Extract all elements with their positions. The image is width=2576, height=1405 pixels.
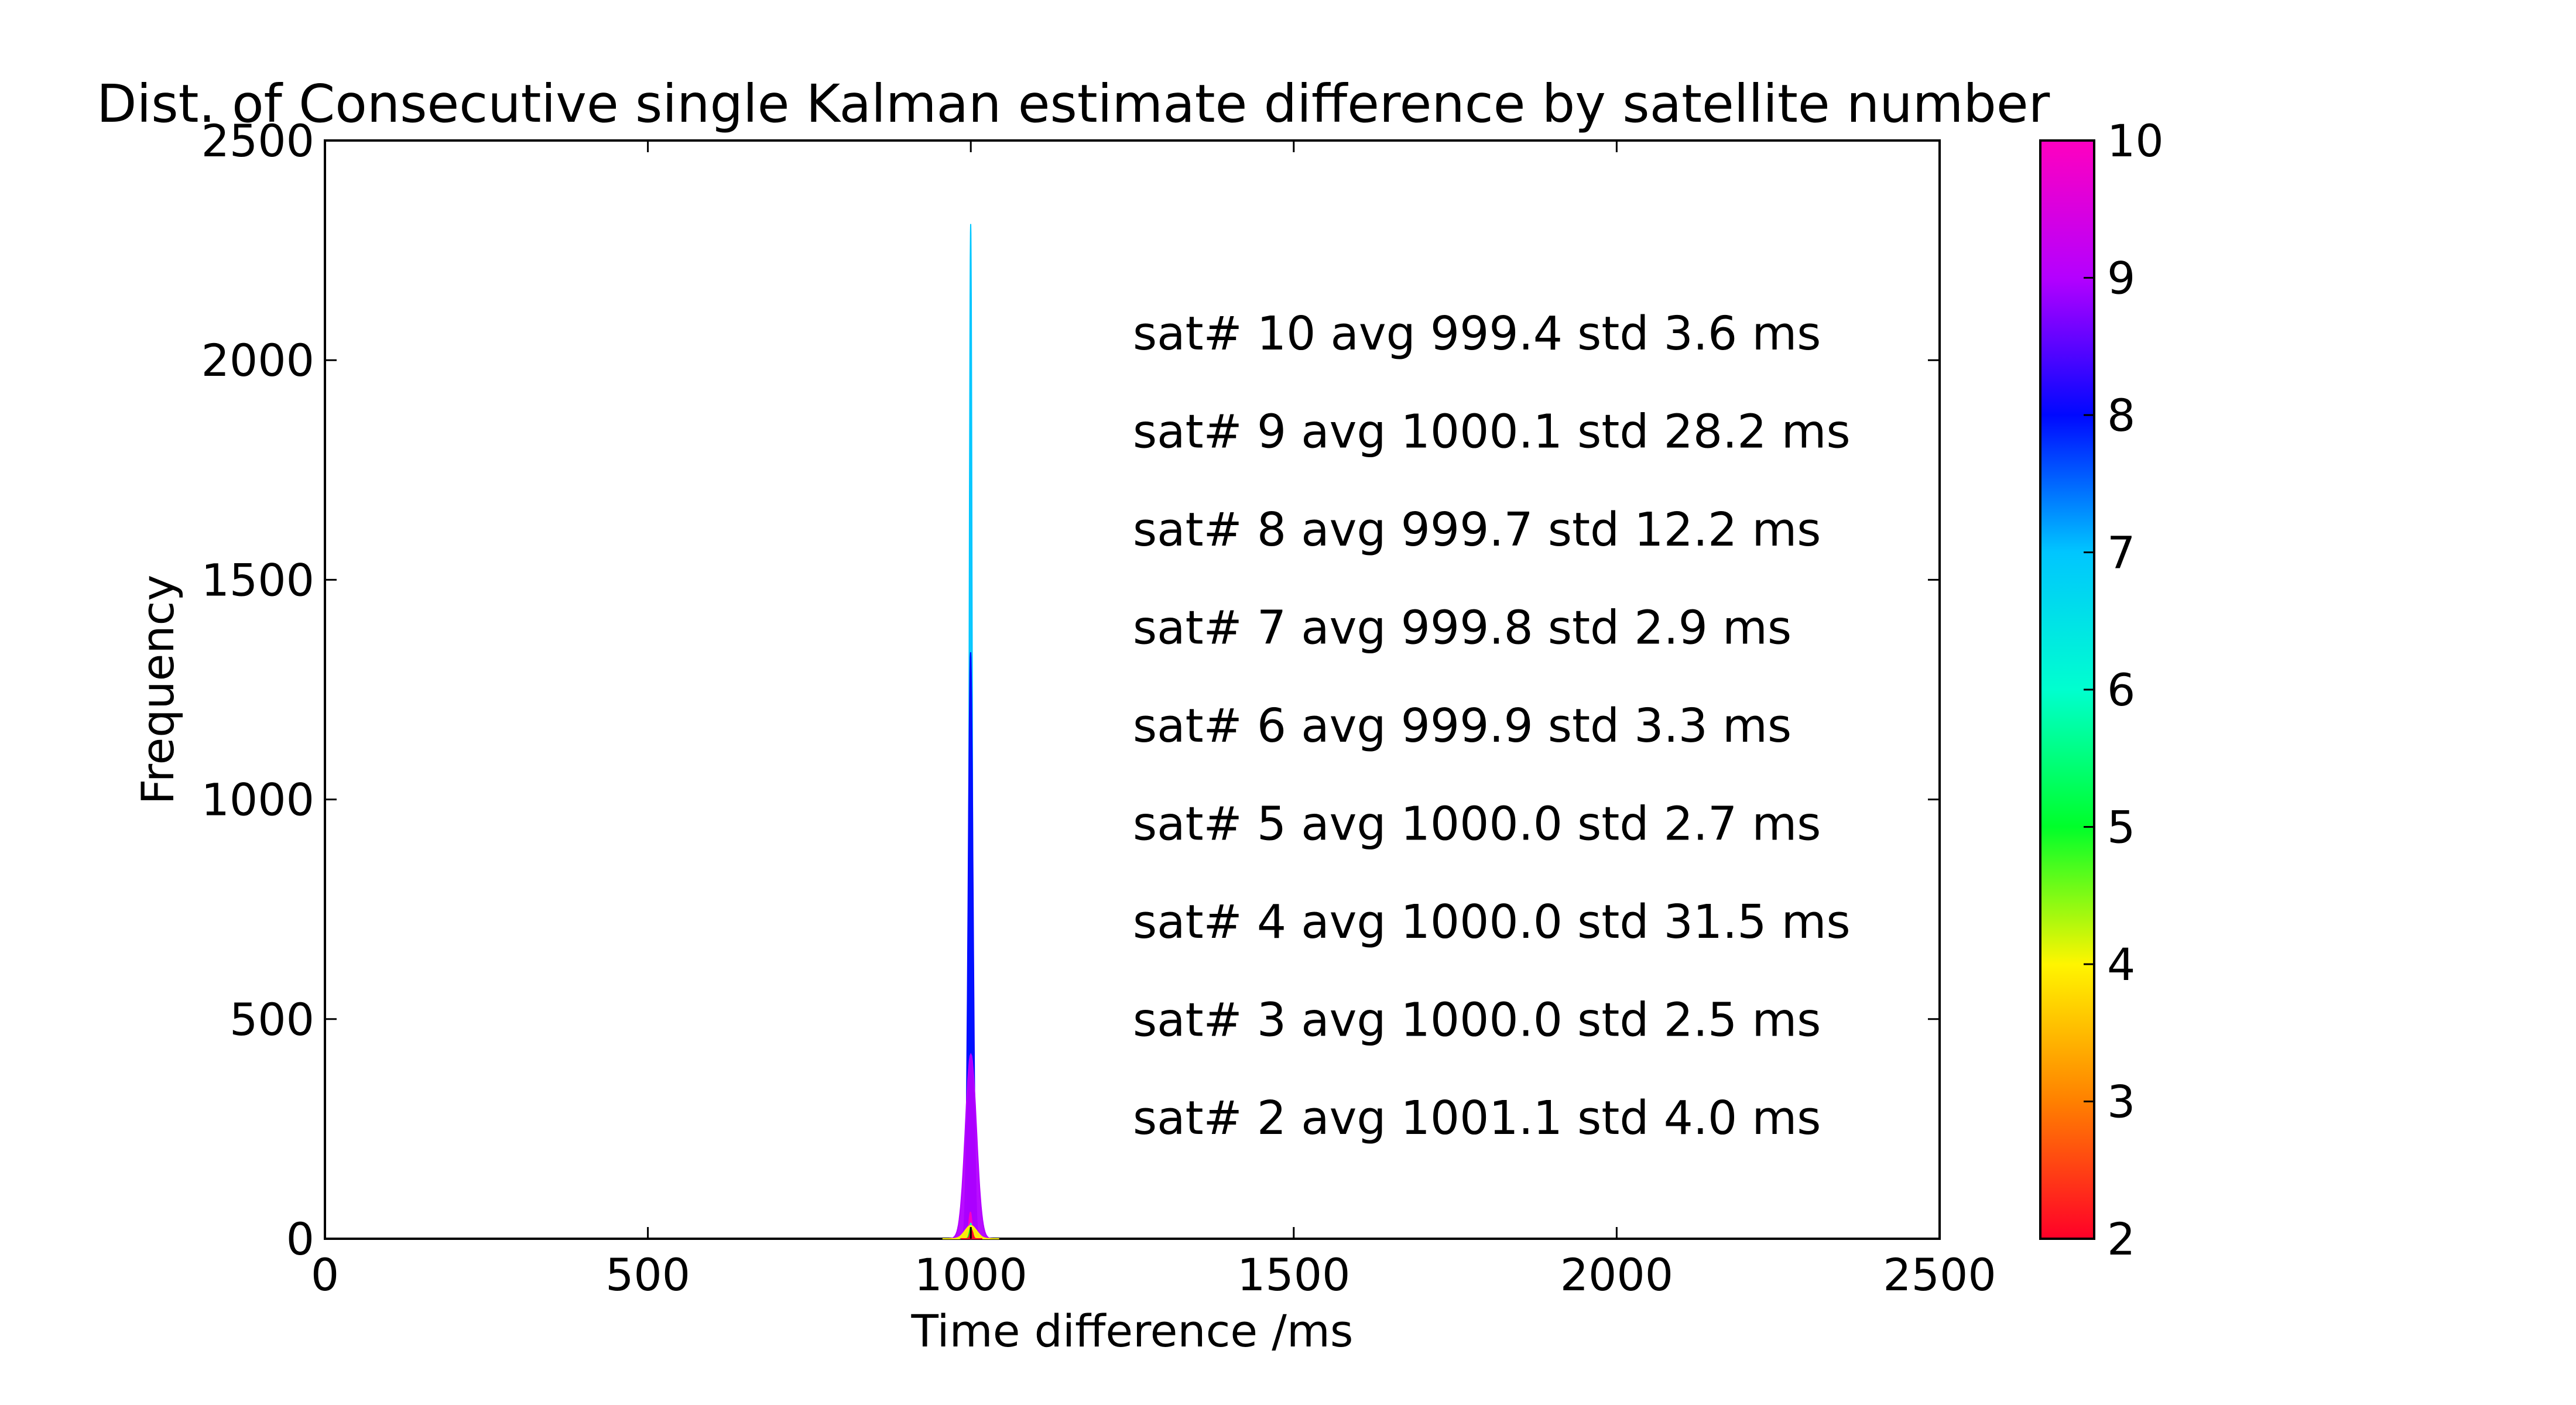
x-axis-label: Time difference /ms — [910, 1305, 1353, 1357]
x-tick-label: 2000 — [1560, 1249, 1673, 1301]
colorbar-tick-label: 8 — [2107, 389, 2135, 441]
x-axis-ticks: 0 500 1000 1500 2000 2500 — [311, 140, 1996, 1301]
colorbar-tick-label: 6 — [2107, 664, 2135, 716]
annotation-layer: sat# 10 avg 999.4 std 3.6 ms sat# 9 avg 1… — [1133, 307, 1851, 1145]
y-axis-ticks: 0 500 1000 1500 2000 2500 — [201, 115, 1940, 1265]
annotation-3: sat# 8 avg 999.7 std 12.2 ms — [1133, 503, 1821, 557]
x-tick-label: 0 — [311, 1249, 339, 1301]
annotation-7: sat# 4 avg 1000.0 std 31.5 ms — [1133, 895, 1851, 949]
colorbar-tick-label: 7 — [2107, 527, 2135, 579]
x-tick-label: 2500 — [1883, 1249, 1996, 1301]
plot-frame — [324, 139, 1941, 1240]
y-tick-label: 1000 — [201, 774, 314, 826]
colorbar-tick-label: 3 — [2107, 1076, 2135, 1128]
colorbar-ticks: 2 3 4 5 6 7 8 9 10 — [2084, 115, 2164, 1265]
y-tick-label: 2000 — [201, 334, 314, 386]
annotation-8: sat# 3 avg 1000.0 std 2.5 ms — [1133, 993, 1821, 1047]
colorbar-tick-label: 2 — [2107, 1213, 2135, 1265]
annotation-9: sat# 2 avg 1001.1 std 4.0 ms — [1133, 1091, 1821, 1145]
annotation-6: sat# 5 avg 1000.0 std 2.7 ms — [1133, 797, 1821, 851]
colorbar-tick-label: 9 — [2107, 252, 2135, 304]
series-layer — [942, 224, 999, 1239]
x-tick-label: 1000 — [914, 1249, 1027, 1301]
colorbar-tick-label: 5 — [2107, 801, 2135, 854]
annotation-1: sat# 10 avg 999.4 std 3.6 ms — [1133, 307, 1821, 361]
x-tick-label: 1500 — [1237, 1249, 1350, 1301]
y-tick-label: 1500 — [201, 554, 314, 606]
y-axis-label: Frequency — [132, 575, 184, 805]
chart-title: Dist. of Consecutive single Kalman estim… — [97, 73, 2050, 134]
annotation-5: sat# 6 avg 999.9 std 3.3 ms — [1133, 699, 1791, 753]
annotation-2: sat# 9 avg 1000.1 std 28.2 ms — [1133, 405, 1851, 459]
colorbar-tick-label: 10 — [2107, 115, 2164, 167]
colorbar-tick-label: 4 — [2107, 938, 2135, 991]
y-tick-label: 500 — [229, 993, 314, 1046]
y-tick-label: 2500 — [201, 115, 314, 167]
series-9-area — [944, 1053, 998, 1239]
x-tick-label: 500 — [605, 1249, 690, 1301]
y-tick-label: 0 — [286, 1213, 314, 1265]
annotation-4: sat# 7 avg 999.8 std 2.9 ms — [1133, 601, 1791, 655]
